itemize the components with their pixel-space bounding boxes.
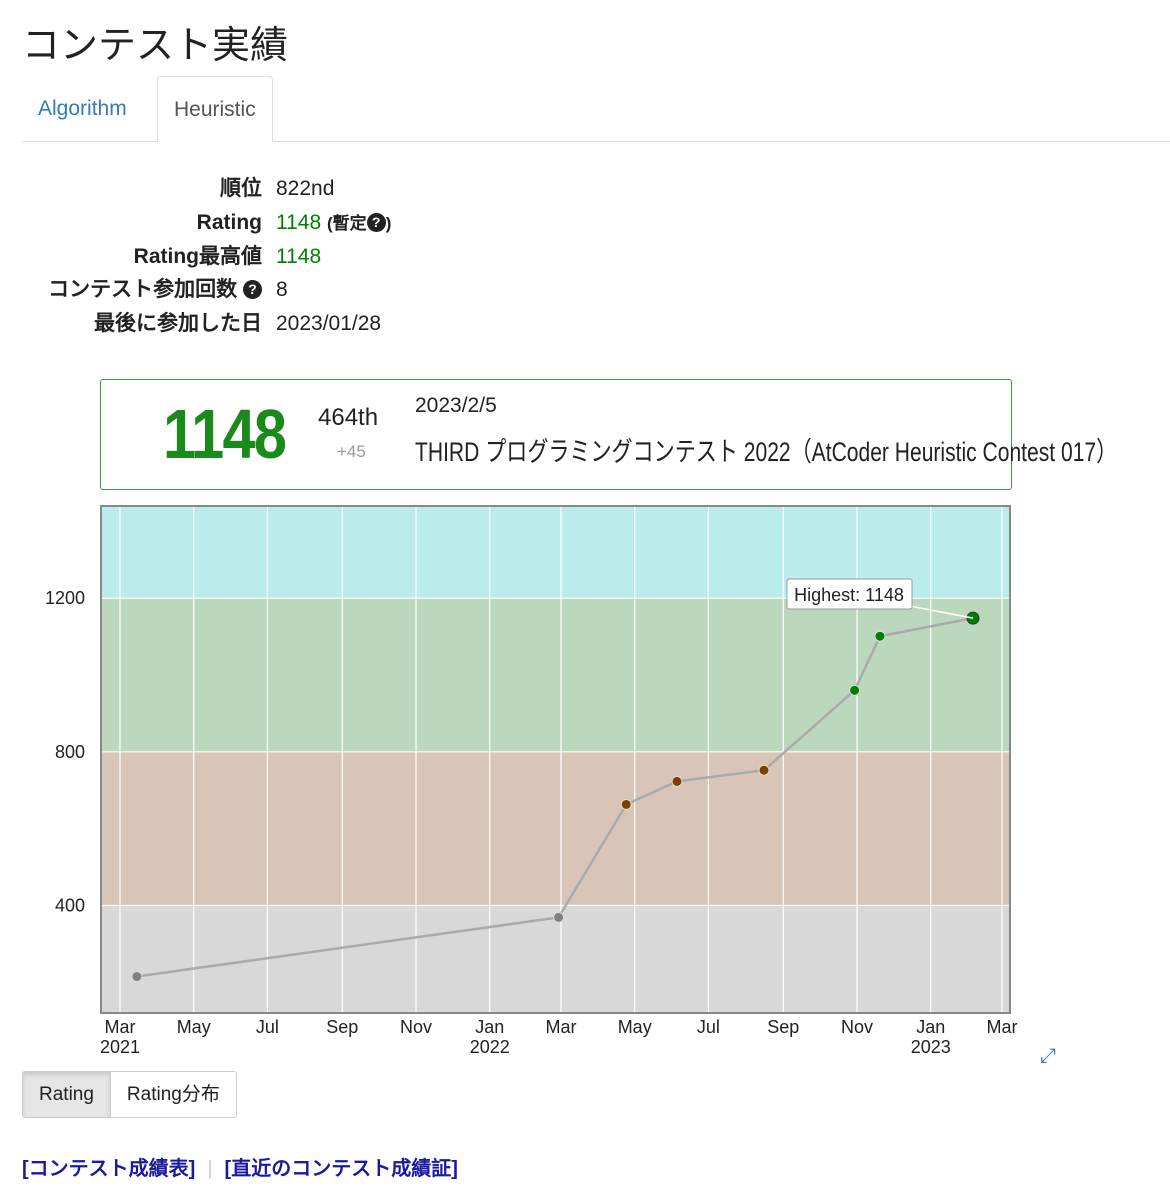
highest-annotation: Highest: 1148 — [794, 585, 904, 605]
last-label: 最後に参加した日 — [94, 312, 262, 335]
page-title: コンテスト実績 — [22, 25, 289, 67]
tab-heuristic[interactable]: Heuristic — [157, 76, 273, 142]
x-tick-label: Jul — [697, 1017, 720, 1037]
count-value: 8 — [276, 278, 288, 301]
data-point — [671, 775, 683, 787]
data-point — [758, 764, 770, 776]
rating-line — [136, 616, 974, 978]
highest-value: 1148 — [276, 245, 322, 268]
tab-bar: Algorithm Heuristic — [22, 76, 1170, 142]
question-circle-icon[interactable]: ? — [243, 280, 262, 299]
x-tick-label: Jul — [256, 1017, 279, 1037]
provisional-note-end: ) — [385, 214, 392, 233]
rating-button[interactable]: Rating — [23, 1072, 110, 1117]
rating-distribution-button[interactable]: Rating分布 — [109, 1072, 236, 1117]
data-point — [620, 798, 632, 810]
x-tick-label: Jan — [475, 1017, 504, 1037]
x-tick-label: Nov — [841, 1017, 873, 1037]
y-tick-label: 1200 — [45, 588, 85, 608]
chart-toggle: Rating Rating分布 — [22, 1071, 237, 1118]
y-tick-label: 800 — [55, 742, 85, 762]
data-point — [874, 630, 886, 642]
footer-links: [コンテスト成績表] | [直近のコンテスト成績証] — [22, 1152, 458, 1181]
x-tick-label: Sep — [767, 1017, 799, 1037]
x-tick-label: Jan — [916, 1017, 945, 1037]
x-tick-label: May — [618, 1017, 652, 1037]
x-tick-year: 2022 — [470, 1037, 510, 1057]
x-tick-label: Nov — [400, 1017, 432, 1037]
x-tick-year: 2021 — [100, 1037, 140, 1057]
x-tick-label: Mar — [105, 1017, 136, 1037]
question-circle-icon[interactable]: ? — [366, 213, 386, 232]
y-tick-label: 400 — [55, 895, 85, 915]
divider: | — [207, 1158, 213, 1180]
recent-certificate-link[interactable]: [直近のコンテスト成績証] — [224, 1158, 458, 1180]
data-point — [849, 684, 861, 696]
rank-label: 順位 — [220, 177, 262, 200]
card-rank: 464th — [318, 404, 379, 431]
rating-label: Rating — [196, 211, 262, 234]
expand-icon[interactable]: ⤢ — [1040, 1045, 1056, 1067]
provisional-note: (暫定 — [327, 214, 367, 233]
rating-band — [101, 751, 1010, 906]
x-tick-label: Mar — [987, 1017, 1018, 1037]
last-value: 2023/01/28 — [276, 312, 382, 335]
rank-value: 822nd — [276, 177, 335, 200]
contest-summary-card: 1148 464th +45 2023/2/5 THIRD プログラミングコンテ… — [100, 379, 1117, 490]
card-diff: +45 — [337, 442, 366, 461]
card-contest-name: THIRD プログラミングコンテスト 2022（AtCoder Heuristi… — [415, 437, 1118, 467]
contest-results-link[interactable]: [コンテスト成績表] — [22, 1158, 196, 1180]
annotation-box — [786, 578, 913, 610]
x-tick-year: 2023 — [911, 1037, 951, 1057]
x-tick-label: May — [177, 1017, 211, 1037]
highest-label: Rating最高値 — [133, 245, 262, 268]
x-tick-label: Mar — [546, 1017, 577, 1037]
data-point — [131, 971, 143, 983]
count-label: コンテスト参加回数 — [48, 278, 238, 301]
tab-algorithm[interactable]: Algorithm — [38, 97, 127, 120]
plot-border — [100, 505, 1011, 1014]
data-point — [553, 911, 565, 923]
rating-band — [101, 598, 1010, 752]
card-date: 2023/2/5 — [415, 394, 497, 417]
annotation-leader — [909, 605, 974, 619]
x-tick-label: Sep — [326, 1017, 358, 1037]
rating-value: 1148 — [276, 211, 322, 234]
card-rating: 1148 — [163, 395, 287, 473]
